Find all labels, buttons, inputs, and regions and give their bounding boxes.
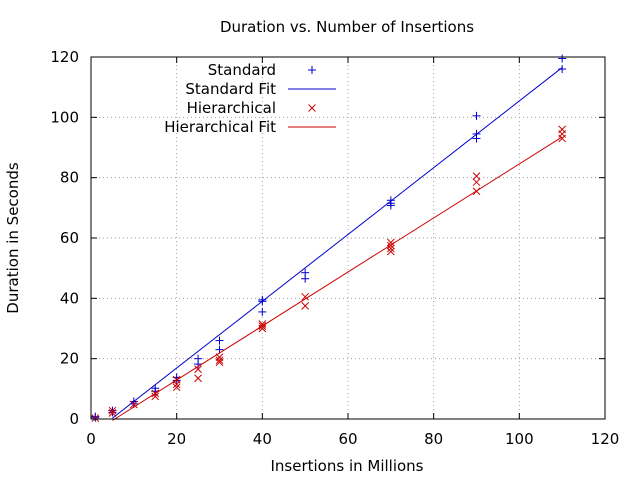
y-tick-label: 120	[50, 48, 79, 66]
hierarchical-point	[258, 320, 267, 328]
standard-point	[258, 295, 267, 304]
standard-point	[558, 54, 567, 63]
axis-ticks: 0 20 40 60 80 100 120 0 20 40 60 80 100 120	[50, 48, 619, 448]
standard-point	[258, 307, 267, 316]
x-tick-label: 100	[505, 430, 534, 448]
legend-entry-hierarchical-fit: Hierarchical Fit	[164, 118, 336, 136]
x-tick-label: 20	[167, 430, 186, 448]
standard-point	[151, 384, 160, 393]
legend-entry-hierarchical: Hierarchical	[187, 99, 316, 117]
legend-entry-standard-fit: Standard Fit	[185, 80, 336, 98]
hierarchical-point	[129, 400, 138, 409]
standard-point	[386, 196, 395, 205]
hierarchical-point	[386, 247, 395, 256]
legend-marker-sample	[308, 66, 316, 74]
hierarchical-point	[301, 302, 310, 310]
hierarchical-point	[558, 125, 567, 134]
data-layer	[91, 54, 567, 422]
hierarchical-point	[472, 172, 481, 181]
legend-entry-standard: Standard	[208, 61, 316, 79]
x-tick-label: 0	[86, 430, 96, 448]
y-tick-label: 0	[69, 410, 79, 428]
x-tick-label: 40	[253, 430, 272, 448]
x-tick-label: 60	[338, 430, 357, 448]
legend-label: Hierarchical Fit	[164, 118, 276, 136]
y-axis-title: Duration in Seconds	[4, 162, 22, 314]
hierarchical-point	[108, 406, 117, 415]
hierarchical-point	[215, 356, 224, 365]
grid-lines	[91, 57, 605, 419]
standard-point	[558, 65, 567, 74]
standard-point	[215, 336, 224, 345]
x-tick-label: 120	[591, 430, 620, 448]
legend-label: Standard	[208, 61, 276, 79]
standard-point	[194, 354, 203, 363]
plot-frame	[90, 56, 606, 420]
legend-label: Hierarchical	[187, 99, 276, 117]
legend-label: Standard Fit	[185, 80, 276, 98]
hierarchical-point	[301, 292, 310, 301]
hierarchical-point	[194, 365, 202, 374]
y-tick-label: 80	[60, 169, 79, 187]
hierarchical-point	[194, 374, 202, 383]
hierarchical-point	[91, 414, 100, 422]
x-axis-title: Insertions in Millions	[270, 457, 423, 475]
y-tick-label: 60	[60, 229, 79, 247]
legend-marker-sample	[308, 104, 316, 112]
hierarchical-fit-line	[112, 136, 563, 421]
standard-point	[472, 111, 481, 120]
hierarchical-point	[151, 392, 160, 401]
x-tick-label: 80	[424, 430, 443, 448]
standard-point	[301, 268, 310, 277]
y-tick-label: 100	[50, 108, 79, 126]
standard-point	[215, 345, 224, 354]
y-tick-label: 20	[60, 350, 79, 368]
chart-title: Duration vs. Number of Insertions	[220, 18, 474, 36]
hierarchical-point	[108, 409, 117, 417]
hierarchical-point	[172, 383, 181, 392]
y-tick-label: 40	[60, 289, 79, 307]
standard-fit-line	[112, 67, 563, 419]
hierarchical-point	[472, 178, 481, 187]
hierarchical-point	[386, 238, 395, 247]
